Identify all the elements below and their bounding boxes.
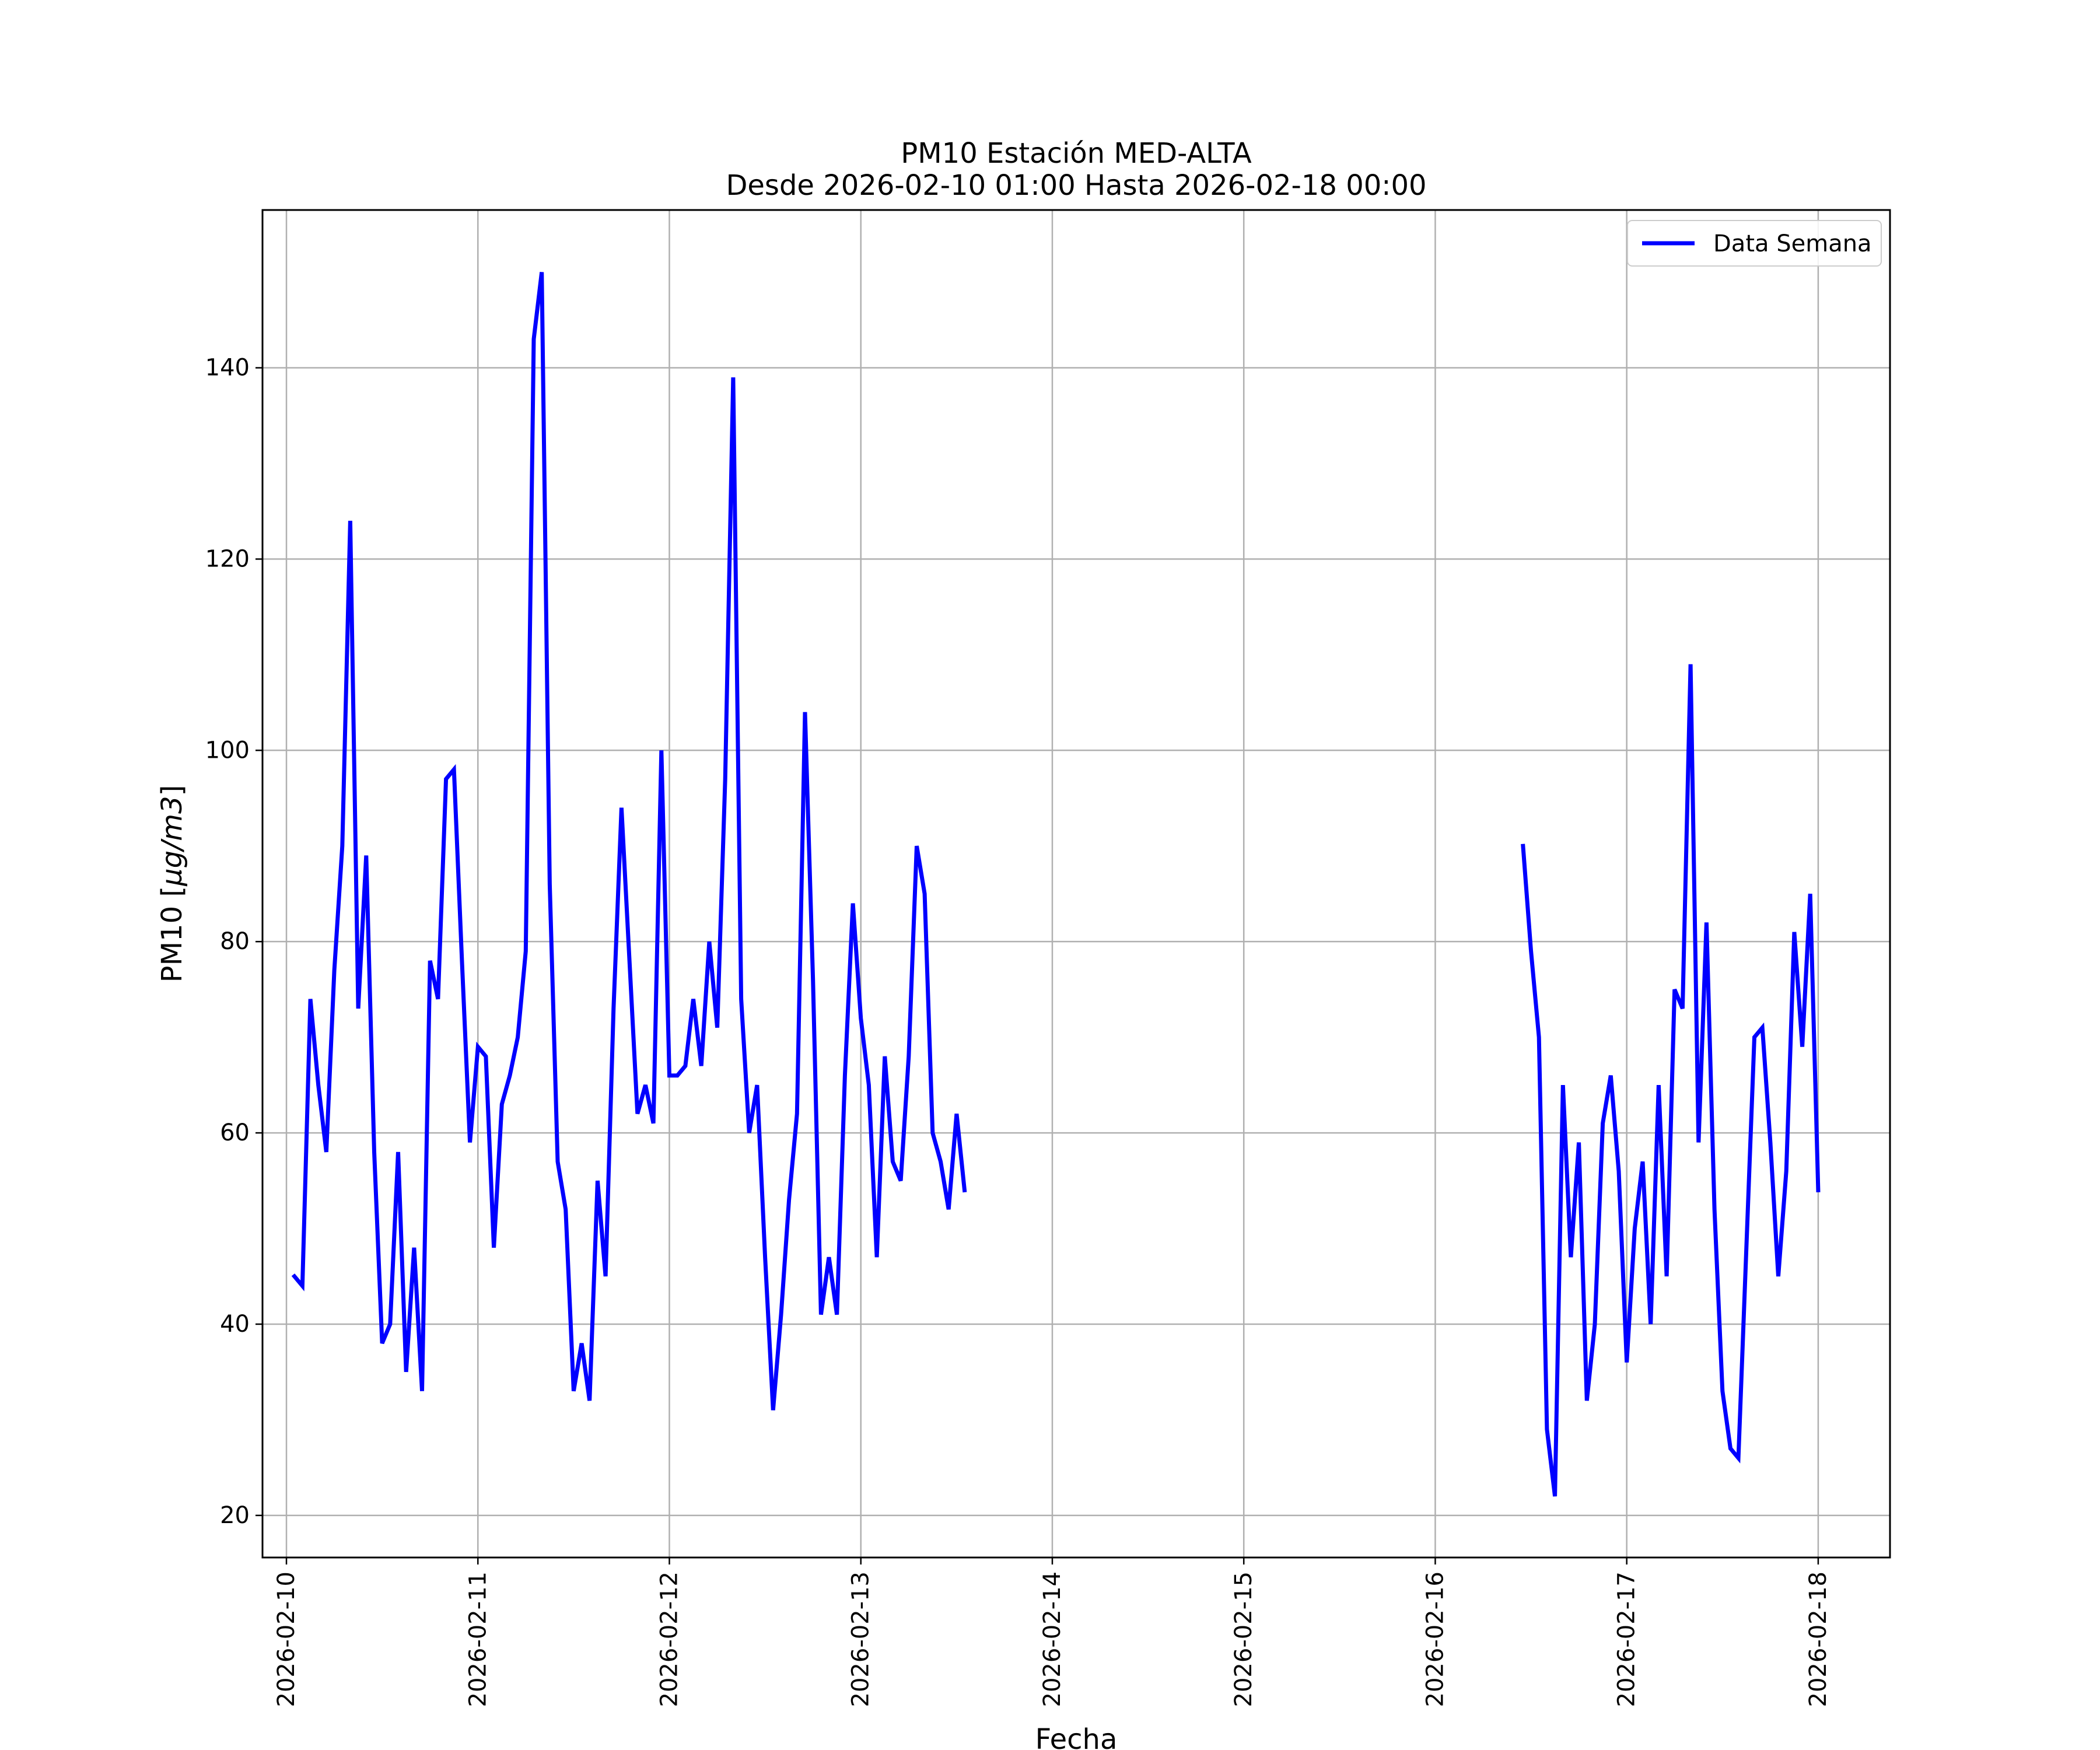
x-tick-label: 2026-02-15 [1230, 1572, 1257, 1707]
grid-layer [262, 210, 1890, 1558]
series-layer [291, 272, 1821, 1497]
plot-frame [261, 209, 1891, 1559]
x-tick-label: 2026-02-10 [273, 1572, 300, 1707]
y-tick-label: 60 [220, 1119, 250, 1146]
x-tick-label: 2026-02-18 [1805, 1572, 1832, 1707]
chart-subtitle: Desde 2026-02-10 01:00 Hasta 2026-02-18 … [726, 169, 1426, 202]
y-axis-label-prefix: PM10 [ [156, 886, 188, 982]
x-tick-label: 2026-02-13 [848, 1572, 874, 1707]
x-tick-label: 2026-02-12 [656, 1572, 683, 1707]
y-axis-label: PM10 [μg/m3] [156, 785, 188, 983]
legend-label-data-semana: Data Semana [1713, 230, 1872, 257]
x-tick-label: 2026-02-11 [464, 1572, 491, 1707]
series-line-segment-2 [1521, 664, 1821, 1497]
y-axis-label-suffix: ] [156, 785, 188, 796]
legend: Data Semana [1627, 220, 1882, 267]
x-tick-label: 2026-02-17 [1614, 1572, 1640, 1707]
y-tick-label: 140 [205, 355, 250, 382]
ticks-layer: 2026-02-10 2026-02-11 2026-02-12 2026-02-13… [205, 355, 1832, 1707]
y-tick-label: 40 [220, 1311, 250, 1338]
y-tick-label: 120 [205, 545, 250, 572]
y-tick-label: 20 [220, 1502, 250, 1529]
x-tick-label: 2026-02-14 [1039, 1572, 1066, 1707]
y-axis-label-unit: μg/m3 [156, 796, 188, 886]
y-tick-label: 100 [205, 737, 250, 764]
x-axis-label: Fecha [1035, 1723, 1118, 1750]
x-tick-label: 2026-02-16 [1422, 1572, 1448, 1707]
legend-box [1627, 220, 1882, 267]
chart-title: PM10 Estación MED-ALTA [901, 137, 1252, 170]
y-tick-label: 80 [220, 928, 250, 955]
series-line-segment-1 [291, 272, 967, 1410]
